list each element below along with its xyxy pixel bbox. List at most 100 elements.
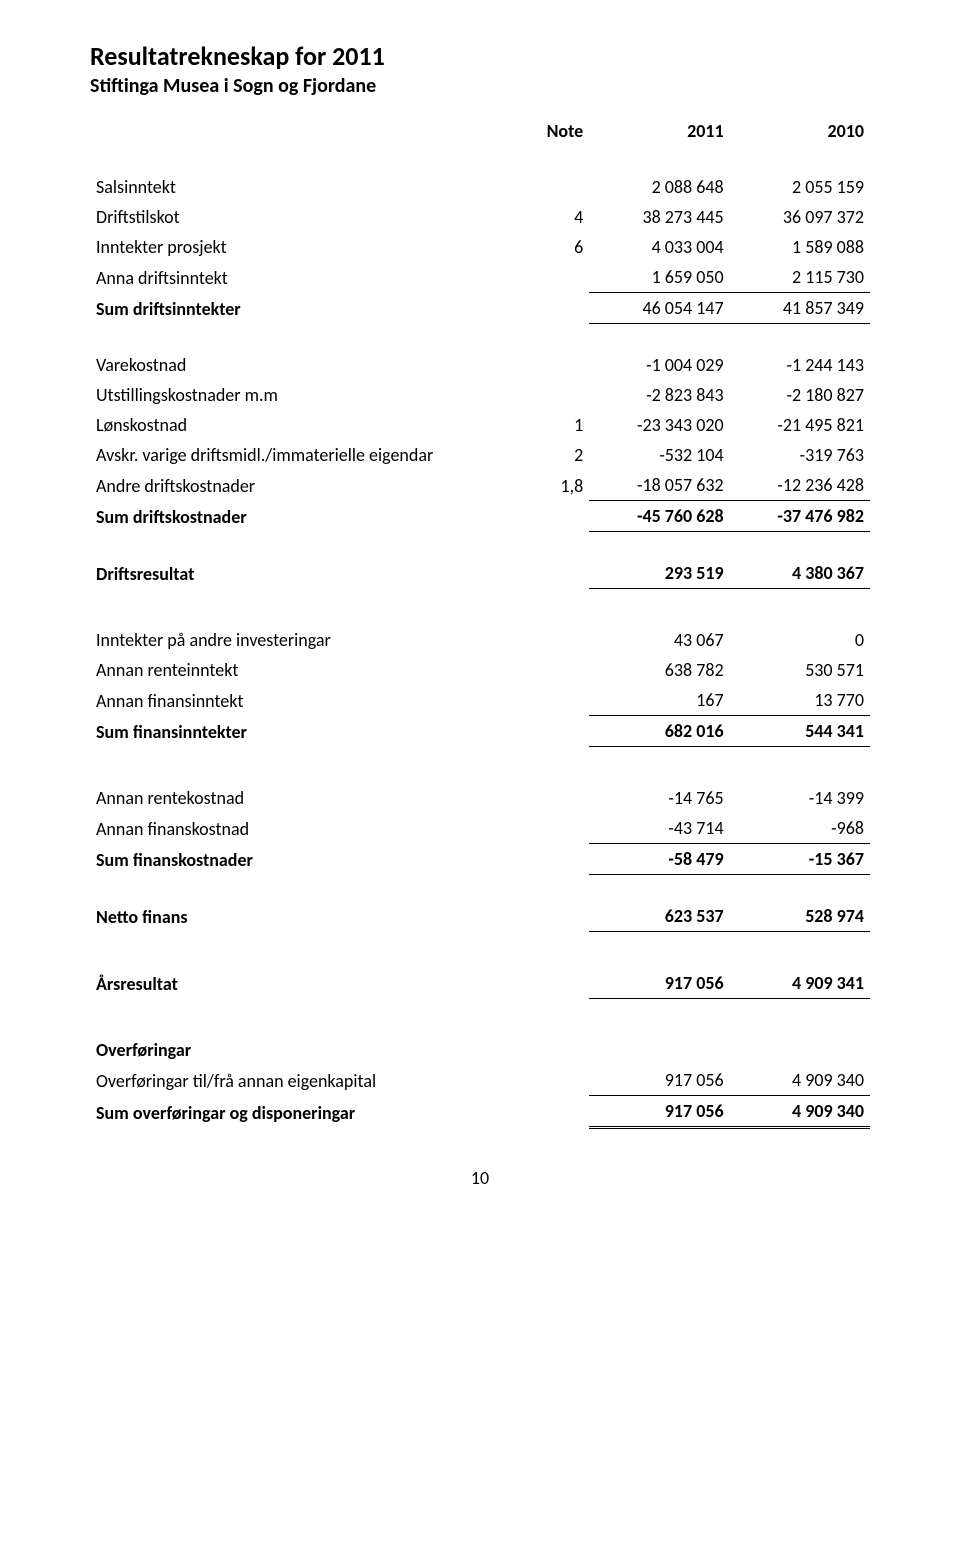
cell-label: Driftsresultat (90, 558, 511, 589)
cell-note: 4 (511, 202, 589, 232)
cell-label: Sum overføringar og disponeringar (90, 1096, 511, 1128)
cell-value-1: 917 056 (589, 1096, 729, 1128)
cell-note (511, 1065, 589, 1096)
page: Resultatrekneskap for 2011 Stiftinga Mus… (0, 0, 960, 1229)
cell-value-1: -2 823 843 (589, 380, 729, 410)
cell-note (511, 968, 589, 999)
cell-value-1: -532 104 (589, 440, 729, 470)
cell-note (511, 813, 589, 844)
cell-value-2: 2 115 730 (730, 262, 870, 293)
cell-value-2: -12 236 428 (730, 470, 870, 501)
header-year-1: 2011 (589, 116, 729, 146)
row-driftstilskot: Driftstilskot 4 38 273 445 36 097 372 (90, 202, 870, 232)
cell-value-1: 1 659 050 (589, 262, 729, 293)
cell-label: Overføringar (90, 1035, 511, 1065)
cell-value-1: -43 714 (589, 813, 729, 844)
cell-value-2: 4 909 340 (730, 1065, 870, 1096)
cell-label: Varekostnad (90, 350, 511, 380)
cell-label: Salsinntekt (90, 172, 511, 202)
row-varekostnad: Varekostnad -1 004 029 -1 244 143 (90, 350, 870, 380)
row-netto-finans: Netto finans 623 537 528 974 (90, 901, 870, 932)
cell-value-1: -1 004 029 (589, 350, 729, 380)
cell-value-1: 2 088 648 (589, 172, 729, 202)
cell-value-2: 4 909 341 (730, 968, 870, 999)
cell-note (511, 901, 589, 932)
cell-value-2: -968 (730, 813, 870, 844)
cell-label: Sum driftsinntekter (90, 293, 511, 324)
cell-label: Overføringar til/frå annan eigenkapital (90, 1065, 511, 1096)
cell-note (511, 655, 589, 685)
row-sum-driftskostnader: Sum driftskostnader -45 760 628 -37 476 … (90, 501, 870, 532)
cell-value-2: 4 909 340 (730, 1096, 870, 1128)
cell-value-2: -21 495 821 (730, 410, 870, 440)
cell-value-2: 36 097 372 (730, 202, 870, 232)
cell-value-2: 2 055 159 (730, 172, 870, 202)
cell-label: Annan finansinntekt (90, 685, 511, 716)
cell-note: 1 (511, 410, 589, 440)
header-year-2: 2010 (730, 116, 870, 146)
cell-note (511, 783, 589, 813)
cell-value-1: 46 054 147 (589, 293, 729, 324)
row-inntekter-investeringar: Inntekter på andre investeringar 43 067 … (90, 625, 870, 655)
row-annan-finansinntekt: Annan finansinntekt 167 13 770 (90, 685, 870, 716)
cell-note (511, 1096, 589, 1128)
cell-note (511, 172, 589, 202)
cell-value-1: 623 537 (589, 901, 729, 932)
cell-note: 2 (511, 440, 589, 470)
cell-value-2: -2 180 827 (730, 380, 870, 410)
cell-value-1: 917 056 (589, 1065, 729, 1096)
header-note: Note (511, 116, 589, 146)
cell-value-1: -23 343 020 (589, 410, 729, 440)
cell-value-1: 917 056 (589, 968, 729, 999)
cell-label: Netto finans (90, 901, 511, 932)
row-utstillingskostnader: Utstillingskostnader m.m -2 823 843 -2 1… (90, 380, 870, 410)
income-statement-table: Note 2011 2010 Salsinntekt 2 088 648 2 0… (90, 116, 870, 1129)
cell-value-2: 4 380 367 (730, 558, 870, 589)
row-driftsresultat: Driftsresultat 293 519 4 380 367 (90, 558, 870, 589)
row-salsinntekt: Salsinntekt 2 088 648 2 055 159 (90, 172, 870, 202)
cell-note (511, 501, 589, 532)
cell-note (511, 844, 589, 875)
cell-value-1: 638 782 (589, 655, 729, 685)
cell-value-2: 41 857 349 (730, 293, 870, 324)
cell-note (511, 685, 589, 716)
row-avskrivning: Avskr. varige driftsmidl./immaterielle e… (90, 440, 870, 470)
spacer (90, 532, 870, 559)
row-sum-overforingar: Sum overføringar og disponeringar 917 05… (90, 1096, 870, 1128)
row-sum-finanskostnader: Sum finanskostnader -58 479 -15 367 (90, 844, 870, 875)
page-title: Resultatrekneskap for 2011 (90, 40, 870, 72)
cell-value-2: 544 341 (730, 716, 870, 747)
cell-value-2: 0 (730, 625, 870, 655)
cell-note (511, 716, 589, 747)
row-anna-driftsinntekt: Anna driftsinntekt 1 659 050 2 115 730 (90, 262, 870, 293)
cell-note (511, 380, 589, 410)
cell-label: Sum finansinntekter (90, 716, 511, 747)
cell-label: Andre driftskostnader (90, 470, 511, 501)
spacer (90, 146, 870, 172)
cell-label: Avskr. varige driftsmidl./immaterielle e… (90, 440, 511, 470)
cell-value-2: -1 244 143 (730, 350, 870, 380)
cell-label: Inntekter på andre investeringar (90, 625, 511, 655)
cell-value-1: 38 273 445 (589, 202, 729, 232)
cell-label: Anna driftsinntekt (90, 262, 511, 293)
spacer (90, 589, 870, 626)
spacer (90, 999, 870, 1036)
cell-note: 6 (511, 232, 589, 262)
cell-value-1: -45 760 628 (589, 501, 729, 532)
cell-note (511, 262, 589, 293)
row-annan-rentekostnad: Annan rentekostnad -14 765 -14 399 (90, 783, 870, 813)
cell-value-1: 167 (589, 685, 729, 716)
table-header-row: Note 2011 2010 (90, 116, 870, 146)
row-andre-driftskostnader: Andre driftskostnader 1,8 -18 057 632 -1… (90, 470, 870, 501)
cell-note (511, 625, 589, 655)
cell-note (511, 558, 589, 589)
cell-value-1: 293 519 (589, 558, 729, 589)
cell-label: Sum driftskostnader (90, 501, 511, 532)
row-sum-finansinntekter: Sum finansinntekter 682 016 544 341 (90, 716, 870, 747)
cell-value-2: 13 770 (730, 685, 870, 716)
cell-value-2: 528 974 (730, 901, 870, 932)
cell-label: Utstillingskostnader m.m (90, 380, 511, 410)
spacer (90, 324, 870, 351)
spacer (90, 747, 870, 784)
row-inntekter-prosjekt: Inntekter prosjekt 6 4 033 004 1 589 088 (90, 232, 870, 262)
